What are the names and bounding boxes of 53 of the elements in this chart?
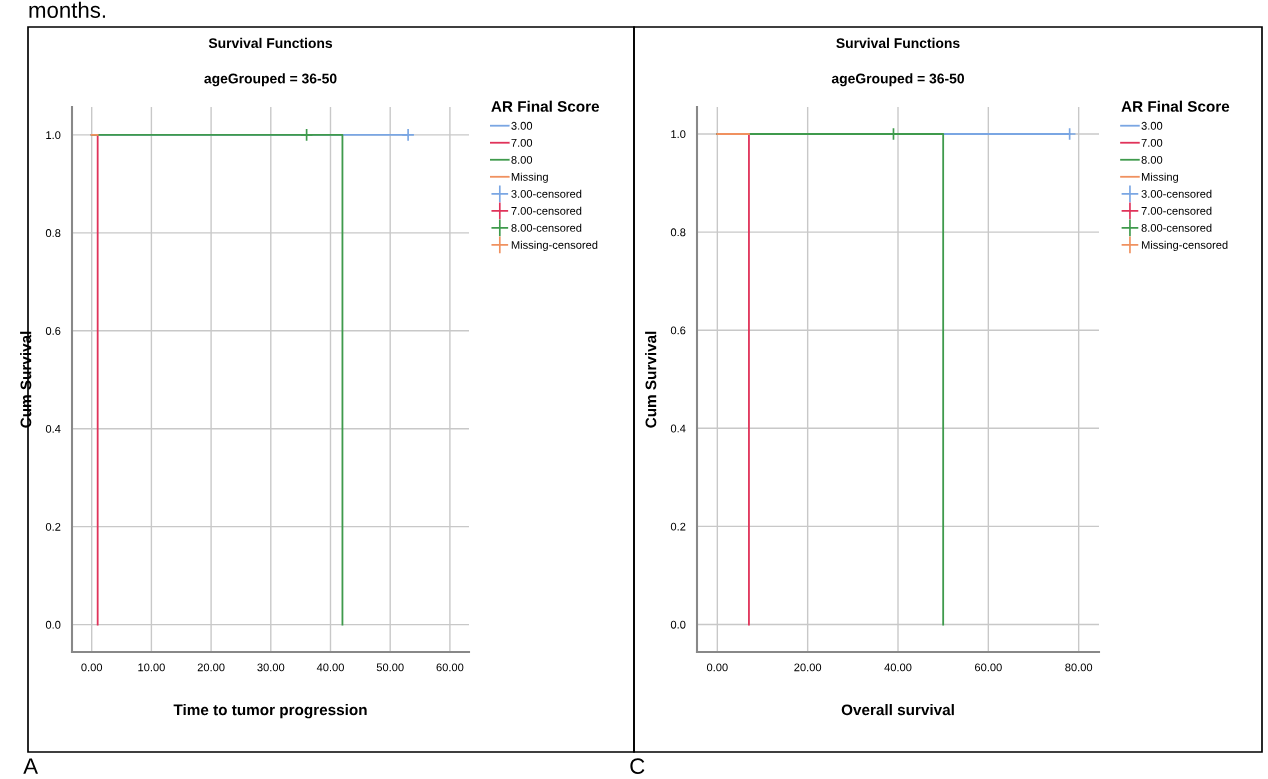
y-tick-label: 0.0	[670, 620, 686, 629]
chart-subtitle: ageGrouped = 36-50	[204, 73, 337, 87]
legend-label: 7.00-censored	[1141, 206, 1212, 215]
y-tick-label: 0.4	[670, 424, 686, 433]
y-tick-label: 0.6	[670, 326, 686, 335]
x-axis-title: Overall survival	[841, 704, 954, 716]
x-tick-label: 40.00	[316, 663, 344, 672]
x-tick-label: 0.00	[706, 663, 728, 672]
text: months.	[29, 1, 106, 18]
chart-title: Survival Functions	[208, 37, 333, 49]
y-tick-label: 1.0	[46, 131, 61, 140]
x-tick-label: 80.00	[1065, 663, 1093, 672]
chart-subtitle: ageGrouped = 36-50	[831, 73, 965, 87]
legend-label: 8.00-censored	[511, 223, 582, 232]
x-tick-label: 30.00	[257, 663, 285, 672]
legend-label: 8.00	[1141, 155, 1163, 164]
y-axis-title: Cum Survival	[20, 331, 32, 428]
y-tick-label: 1.0	[671, 130, 686, 139]
x-tick-label: 10.00	[138, 663, 165, 672]
legend-label: 7.00-censored	[511, 206, 582, 215]
legend-label: 3.00-censored	[511, 189, 582, 198]
x-tick-label: 20.00	[197, 663, 225, 672]
x-tick-label: 60.00	[975, 663, 1002, 672]
legend-label: 3.00	[1141, 121, 1163, 130]
legend-label: 3.00	[511, 121, 533, 130]
text: C	[630, 758, 645, 774]
y-tick-label: 0.0	[45, 620, 61, 629]
legend-label: Missing-censored	[1141, 240, 1228, 252]
x-tick-label: 20.00	[794, 663, 822, 672]
y-tick-label: 0.4	[45, 424, 61, 433]
legend-label: 3.00-censored	[1141, 189, 1212, 198]
x-tick-label: 0.00	[81, 663, 103, 672]
legend-label: 8.00-censored	[1141, 223, 1212, 232]
legend-title: AR Final Score	[491, 100, 600, 112]
chart-title: Survival Functions	[836, 37, 960, 49]
y-tick-label: 0.8	[670, 228, 686, 237]
y-tick-label: 0.2	[670, 522, 686, 531]
legend-title: AR Final Score	[1121, 100, 1230, 112]
text: A	[23, 758, 38, 774]
x-axis-title: Time to tumor progression	[173, 704, 367, 719]
y-tick-label: 0.6	[45, 327, 61, 335]
legend-label: Missing-censored	[511, 240, 598, 252]
legend-label: 7.00	[511, 138, 533, 147]
legend-label: Missing	[511, 172, 548, 183]
y-axis-title: Cum Survival	[645, 331, 657, 428]
x-tick-label: 50.00	[376, 663, 404, 672]
y-tick-label: 0.2	[45, 522, 61, 531]
y-tick-label: 0.8	[45, 229, 61, 237]
legend-label: Missing	[1141, 172, 1179, 183]
x-tick-label: 40.00	[884, 663, 912, 672]
legend-label: 8.00	[511, 155, 533, 164]
legend-label: 7.00	[1141, 138, 1163, 147]
x-tick-label: 60.00	[436, 663, 464, 672]
